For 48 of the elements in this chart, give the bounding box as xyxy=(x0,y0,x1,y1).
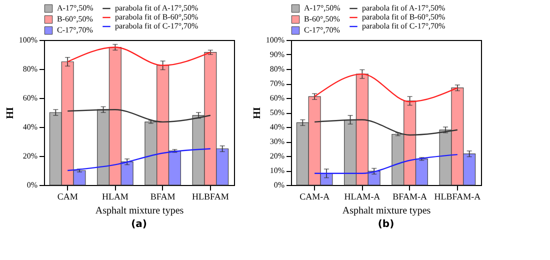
x-tick-label: HLBFAM xyxy=(192,192,229,202)
legend-label: parabola fit of A-17°,50% xyxy=(115,4,199,12)
line-series xyxy=(66,46,212,66)
legend-label: parabola fit of A-17°,50% xyxy=(362,4,446,12)
y-tick-label: 40% xyxy=(22,122,38,132)
y-axis-title: HI xyxy=(252,107,263,119)
text: (a) xyxy=(131,219,147,230)
y-tick-label: 60% xyxy=(22,94,38,102)
y-tick-label: 100% xyxy=(266,36,285,44)
line-series xyxy=(66,109,212,123)
x-tick-label: BFAM-A xyxy=(392,192,428,202)
y-tick-label: 100% xyxy=(18,36,38,44)
legend-label: parabola fit of B-60°,50% xyxy=(115,12,199,22)
legend-label: B-60°,50% xyxy=(304,14,340,24)
legend-label: B-60°,50% xyxy=(57,14,94,24)
x-tick-label: HLAM xyxy=(102,192,128,202)
y-tick-label: 60% xyxy=(270,94,285,102)
legend-label: parabola fit of C-17°,70% xyxy=(362,22,446,30)
y-tick-label: 10% xyxy=(270,166,285,175)
y-tick-label: 80% xyxy=(22,64,38,74)
y-axis-title: HI xyxy=(4,107,16,119)
legend-label: A-17°,50% xyxy=(304,4,341,12)
x-tick-label: CAM-A xyxy=(300,192,330,202)
line-series xyxy=(314,73,458,102)
line-series xyxy=(314,119,458,136)
text: (b) xyxy=(378,219,394,230)
x-tick-label: CAM xyxy=(57,192,78,202)
y-tick-label: 0% xyxy=(26,180,38,190)
legend-label: parabola fit of B-60°,50% xyxy=(362,12,446,22)
y-tick-label: 30% xyxy=(270,137,285,146)
y-tick-label: 0% xyxy=(274,180,285,190)
legend-label: A-17°,50% xyxy=(57,4,94,12)
x-tick-label: HLAM-A xyxy=(344,192,381,202)
x-tick-label: HLBFAM-A xyxy=(434,192,482,202)
y-tick-label: 20% xyxy=(22,152,38,160)
x-axis-title: Asphalt mixture types xyxy=(95,206,184,216)
legend-label: C-17°,70% xyxy=(304,26,340,34)
line-series xyxy=(66,148,212,172)
y-tick-label: 40% xyxy=(270,122,285,132)
y-tick-label: 70% xyxy=(270,79,285,88)
y-tick-label: 20% xyxy=(270,152,285,160)
x-tick-label: BFAM xyxy=(150,192,176,202)
legend-label: parabola fit of C-17°,70% xyxy=(115,22,199,30)
y-tick-label: 90% xyxy=(270,50,285,59)
y-tick-label: 80% xyxy=(270,64,285,74)
legend-label: C-17°,70% xyxy=(57,26,94,34)
x-axis-title: Asphalt mixture types xyxy=(342,206,431,216)
y-tick-label: 50% xyxy=(270,108,285,117)
